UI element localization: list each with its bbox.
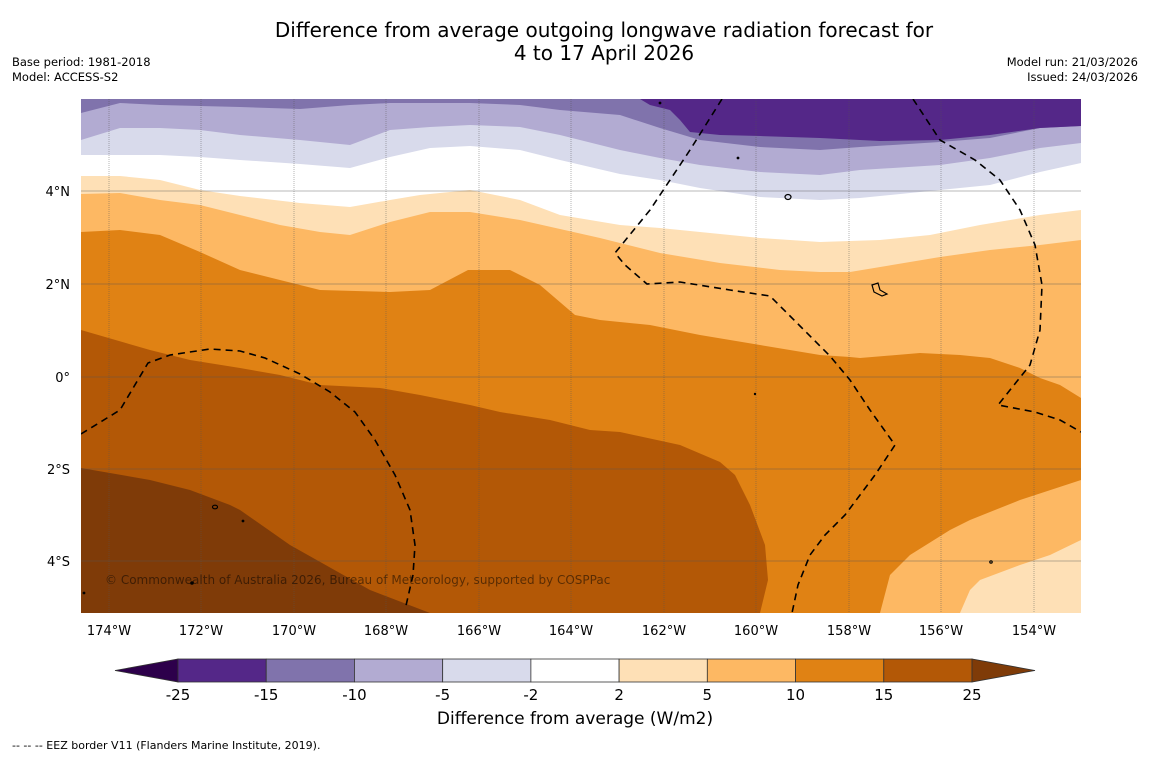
colorbar-bin bbox=[618, 658, 708, 683]
colorbar-tick-label: -10 bbox=[342, 686, 367, 704]
colorbar-bin bbox=[530, 658, 620, 683]
colorbar-bin bbox=[795, 658, 885, 683]
lon-tick-label: 162°W bbox=[642, 624, 686, 639]
lat-tick-label: 2°S bbox=[47, 463, 70, 478]
colorbar-bin bbox=[265, 658, 355, 683]
base-info: Base period: 1981-2018 Model: ACCESS-S2 bbox=[12, 55, 151, 85]
lat-tick-label: 4°S bbox=[47, 555, 70, 570]
lon-tick-label: 166°W bbox=[457, 624, 501, 639]
chart-title: Difference from average outgoing longwav… bbox=[0, 19, 1150, 65]
lat-tick-label: 2°N bbox=[46, 278, 71, 293]
lon-tick-label: 164°W bbox=[549, 624, 593, 639]
run-info: Model run: 21/03/2026 Issued: 24/03/2026 bbox=[1007, 55, 1138, 85]
colorbar bbox=[114, 658, 1036, 683]
colorbar-tick-label: -15 bbox=[253, 686, 279, 704]
eez-footnote: -- -- -- EEZ border V11 (Flanders Marine… bbox=[12, 739, 321, 752]
title-line-2: 4 to 17 April 2026 bbox=[513, 41, 695, 65]
island bbox=[871, 282, 889, 297]
lon-tick-label: 170°W bbox=[272, 624, 316, 639]
island bbox=[736, 156, 740, 160]
island bbox=[211, 504, 219, 510]
colorbar-extend-low bbox=[114, 658, 179, 683]
lat-axis: 4°N 2°N 0° 2°S 4°S bbox=[46, 185, 71, 570]
model-name: Model: ACCESS-S2 bbox=[12, 70, 119, 84]
colorbar-tick-label: -5 bbox=[435, 686, 451, 704]
band-neg15-25 bbox=[640, 99, 1081, 141]
colorbar-bin bbox=[883, 658, 973, 683]
lon-tick-label: 174°W bbox=[87, 624, 131, 639]
title-line-1: Difference from average outgoing longwav… bbox=[274, 18, 934, 42]
copyright-notice: © Commonwealth of Australia 2026, Bureau… bbox=[105, 573, 610, 587]
colorbar-bin bbox=[706, 658, 796, 683]
issued-date: Issued: 24/03/2026 bbox=[1027, 70, 1138, 84]
eez-borders bbox=[81, 99, 1081, 613]
lon-tick-label: 160°W bbox=[734, 624, 778, 639]
eez-border-west bbox=[81, 348, 416, 611]
colorbar-tick-label: 10 bbox=[786, 686, 806, 704]
island bbox=[784, 193, 792, 201]
island bbox=[753, 392, 757, 396]
lat-tick-label: 4°N bbox=[46, 185, 71, 200]
island bbox=[241, 519, 245, 523]
lat-tick-label: 0° bbox=[55, 371, 70, 386]
colorbar-extend-high bbox=[971, 658, 1036, 683]
colorbar-tick-label: 5 bbox=[702, 686, 713, 704]
lon-tick-label: 158°W bbox=[827, 624, 871, 639]
lon-tick-label: 154°W bbox=[1012, 624, 1056, 639]
colorbar-tick-label: 2 bbox=[614, 686, 624, 704]
island bbox=[658, 101, 662, 105]
model-run-date: Model run: 21/03/2026 bbox=[1006, 55, 1138, 69]
colorbar-bin bbox=[442, 658, 532, 683]
island bbox=[82, 591, 86, 595]
lon-tick-label: 172°W bbox=[179, 624, 223, 639]
colorbar-bin bbox=[177, 658, 267, 683]
islands bbox=[82, 101, 993, 595]
colorbar-title: Difference from average (W/m2) bbox=[436, 709, 714, 729]
base-period: Base period: 1981-2018 bbox=[12, 55, 151, 69]
eez-border-central bbox=[613, 99, 896, 613]
lon-tick-label: 168°W bbox=[364, 624, 408, 639]
island bbox=[190, 581, 194, 585]
colorbar-tick-label: 15 bbox=[874, 686, 894, 704]
lon-tick-label: 156°W bbox=[919, 624, 963, 639]
colorbar-tick-label: -2 bbox=[523, 686, 539, 704]
gridlines bbox=[81, 99, 1081, 613]
eez-border-east bbox=[912, 99, 1081, 433]
contour-field: © Commonwealth of Australia 2026, Bureau… bbox=[81, 99, 1081, 613]
lon-axis: 174°W 172°W 170°W 168°W 166°W 164°W 162°… bbox=[87, 624, 1056, 639]
colorbar-bin bbox=[354, 658, 444, 683]
colorbar-tick-label: 25 bbox=[962, 686, 982, 704]
colorbar-tick-label: -25 bbox=[165, 686, 191, 704]
island bbox=[989, 560, 993, 564]
